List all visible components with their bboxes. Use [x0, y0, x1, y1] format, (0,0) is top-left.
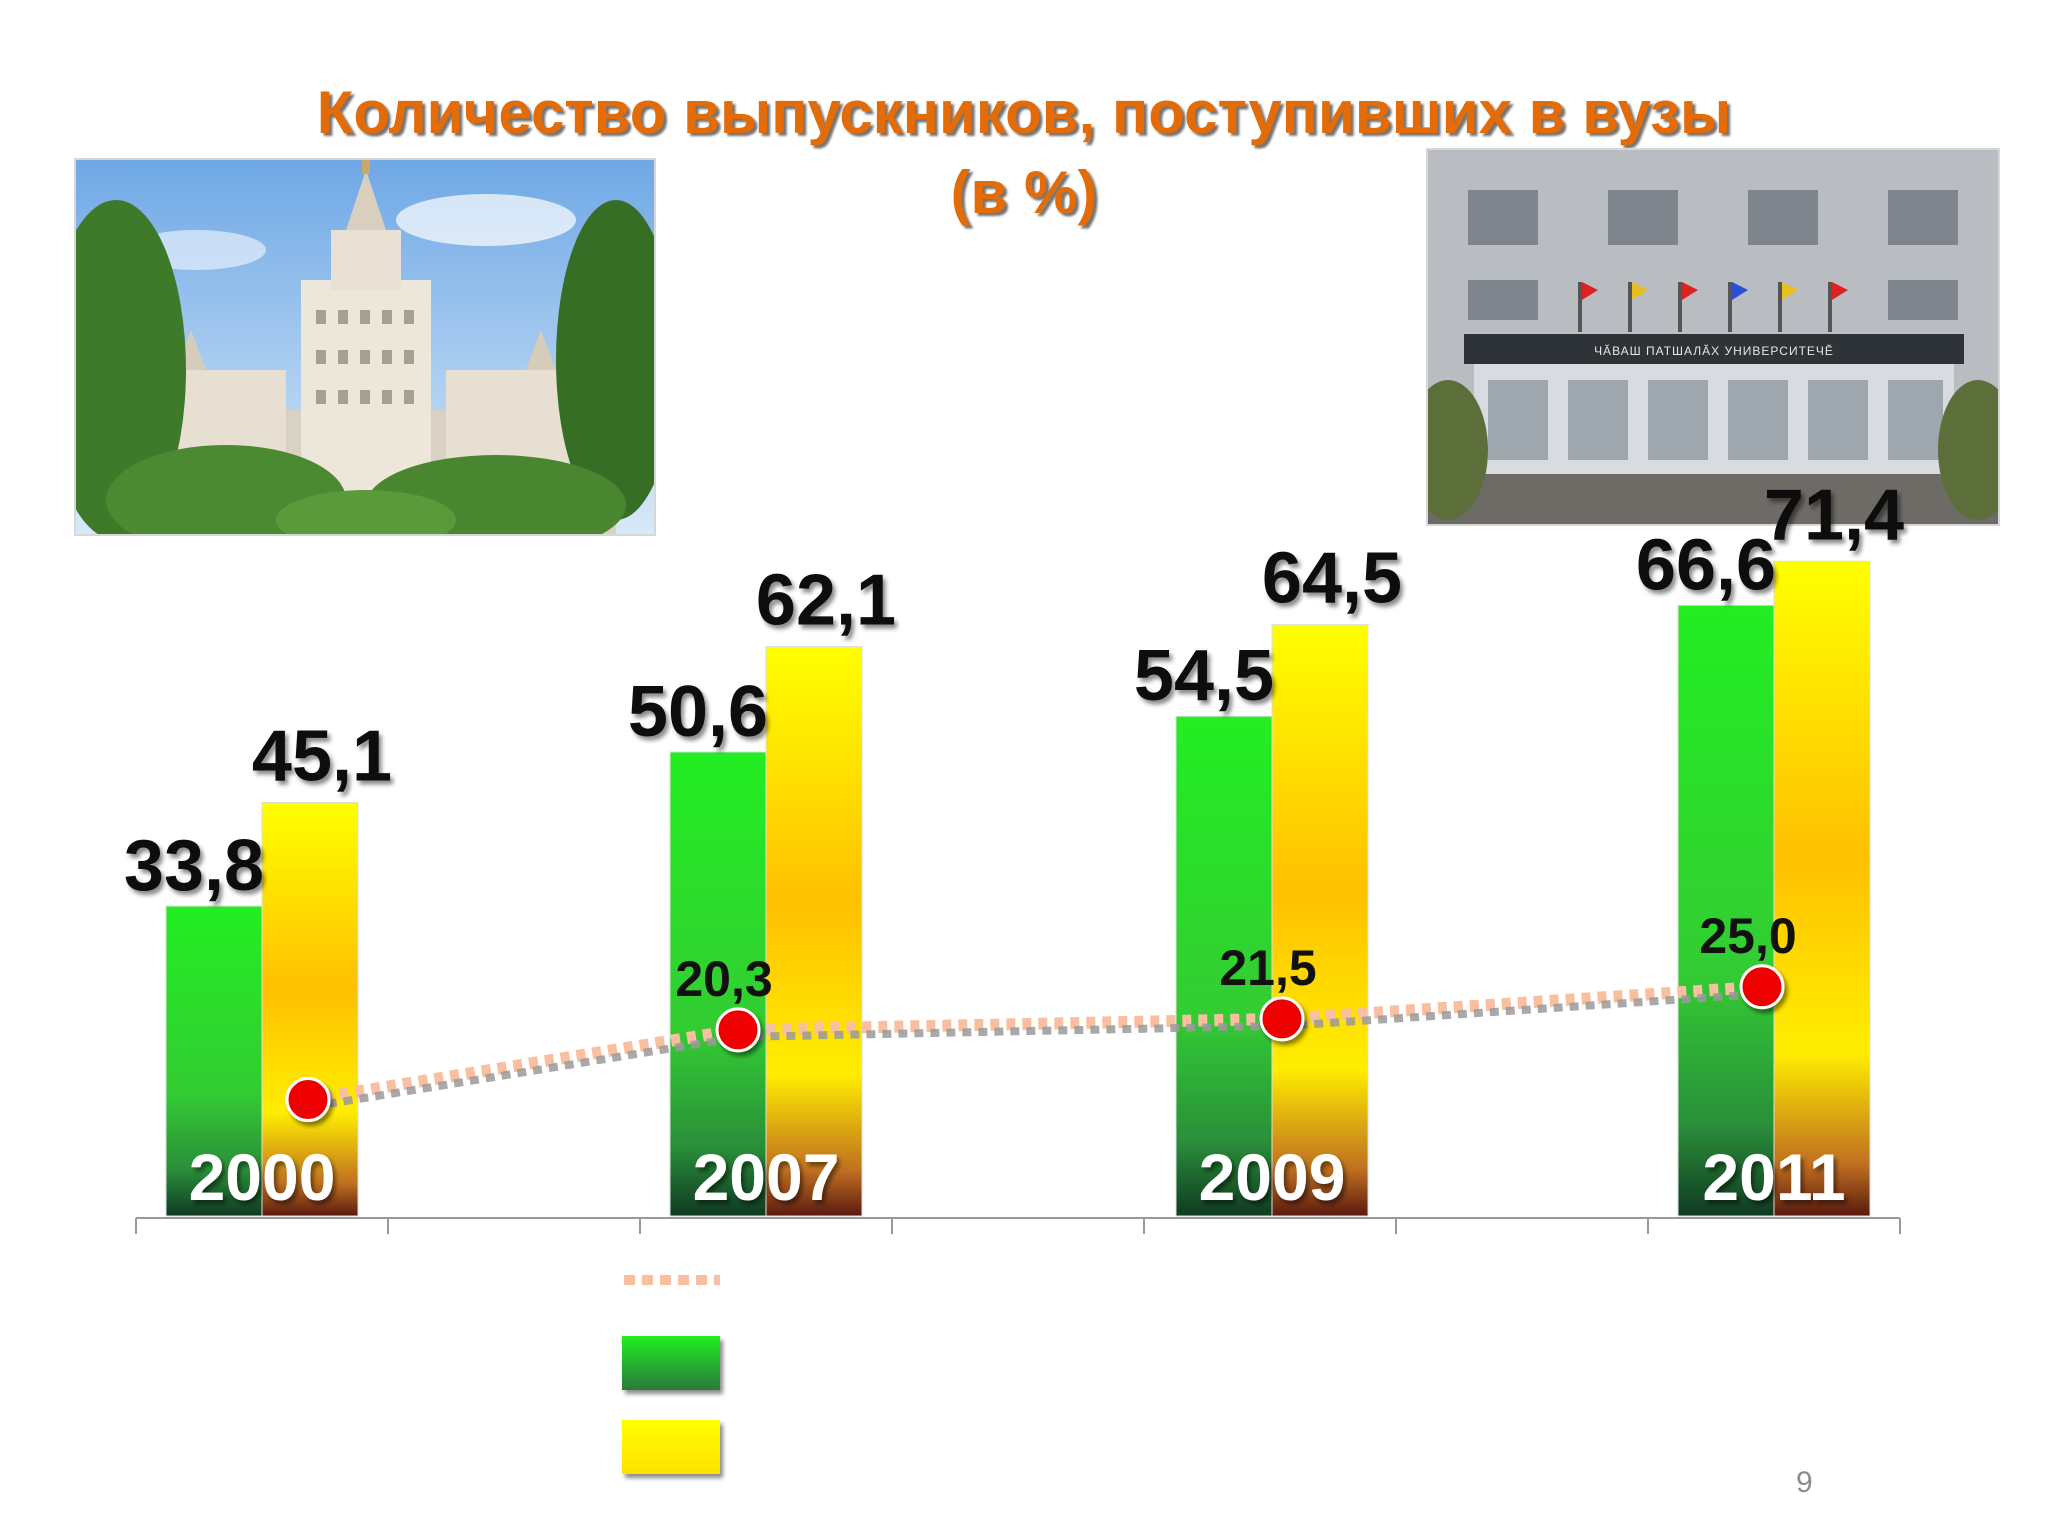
trend-line [285, 964, 1785, 1123]
slide-title: Количество выпускников, поступивших в ву… [316, 79, 1732, 146]
bar-green-2009 [1175, 715, 1273, 1217]
data-label-yellow: 62,1 [756, 561, 896, 641]
legend-swatch-yellow [622, 1420, 720, 1474]
bar-yellow-2000 [261, 801, 359, 1217]
x-axis [135, 1217, 1901, 1234]
data-label-green: 66,6 [1636, 525, 1776, 605]
legend-swatch-green [622, 1336, 720, 1390]
data-label-line: 25,0 [1699, 908, 1796, 964]
x-tick-label: 2007 [693, 1140, 840, 1214]
legend [622, 1275, 720, 1474]
line-marker [1739, 964, 1785, 1010]
university-main-building-photo [74, 158, 656, 536]
trend-line-light [307, 980, 1763, 1106]
data-label-green: 54,5 [1134, 636, 1274, 716]
x-tick-label: 2000 [189, 1140, 336, 1214]
data-label-line: 20,3 [675, 951, 772, 1007]
data-label-yellow: 64,5 [1262, 539, 1402, 619]
trend-line-shadow [311, 989, 1767, 1111]
university-entrance-photo: ЧĂВАШ ПАТШАЛĂХ УНИВЕРСИТЕЧĔ [1426, 148, 2000, 526]
bar-green-2007 [669, 751, 767, 1217]
bar-yellow-2009 [1271, 624, 1369, 1217]
bars [165, 560, 1871, 1217]
data-label-yellow: 71,4 [1764, 475, 1904, 555]
data-label-line: 21,5 [1219, 940, 1316, 996]
bar-yellow-2007 [765, 646, 863, 1217]
line-marker [715, 1007, 761, 1053]
bar-green-2011 [1677, 604, 1775, 1217]
page-number: 9 [1796, 1466, 1813, 1499]
line-marker [285, 1077, 331, 1123]
slide-title-units: (в %) [950, 159, 1098, 226]
line-marker [1259, 996, 1305, 1042]
university-sign-text: ЧĂВАШ ПАТШАЛĂХ УНИВЕРСИТЕЧĔ [1594, 343, 1834, 358]
x-tick-label: 2009 [1199, 1140, 1346, 1214]
x-tick-label: 2011 [1702, 1140, 1845, 1214]
data-labels: 2000 33,8 45,1 2007 50,6 62,1 2009 54,5 64,5 2011… [124, 475, 1904, 1214]
bar-yellow-2011 [1773, 560, 1871, 1217]
data-label-yellow: 45,1 [252, 716, 392, 796]
data-label-green: 33,8 [124, 826, 264, 906]
bar-green-2000 [165, 905, 263, 1217]
data-label-green: 50,6 [628, 672, 768, 752]
